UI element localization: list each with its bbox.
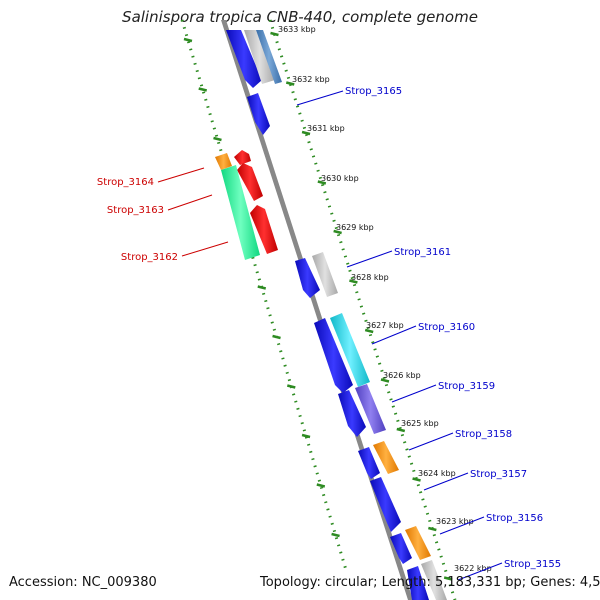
gene-arrow[interactable] — [215, 153, 232, 170]
forward-strand-genes — [226, 30, 447, 600]
gene-arrow[interactable] — [338, 390, 366, 437]
scale-tick-label: 3626 kbp — [383, 371, 421, 380]
inner-tick-rail — [180, 19, 348, 571]
scale-tick-label: 3623 kbp — [436, 517, 474, 526]
gene-arrow[interactable] — [221, 165, 260, 260]
gene-arrow[interactable] — [250, 205, 278, 254]
label-leader-line — [457, 562, 503, 581]
major-tick — [428, 526, 437, 532]
gene-arrow[interactable] — [390, 533, 412, 564]
gene-label[interactable]: Strop_3156 — [486, 513, 543, 524]
major-tick — [380, 378, 390, 383]
major-tick — [396, 427, 406, 433]
gene-label-callouts: Strop_3165 Strop_3164 Strop_3163 Strop_3162… — [97, 86, 561, 581]
scale-tick-label: 3624 kbp — [418, 469, 456, 478]
gene-arrow[interactable] — [237, 163, 263, 201]
major-tick — [272, 334, 281, 340]
map-title: Salinispora tropica CNB-440, complete ge… — [122, 8, 478, 26]
major-tick — [257, 285, 267, 290]
scale-tick-label: 3631 kbp — [307, 124, 345, 133]
major-tick — [364, 328, 374, 334]
outer-tick-rail — [268, 19, 457, 600]
scale-tick-label: 3629 kbp — [336, 223, 374, 232]
label-leader-line — [439, 516, 485, 535]
label-leader-line — [371, 325, 417, 345]
genome-summary: Topology: circular; Length: 5,183,331 bp… — [260, 575, 600, 590]
scale-tick-label: 3628 kbp — [351, 273, 389, 282]
gene-arrow[interactable] — [407, 566, 429, 600]
major-tick — [317, 180, 327, 185]
scale-tick-label: 3633 kbp — [278, 25, 316, 34]
gene-label[interactable]: Strop_3160 — [418, 322, 475, 333]
gene-arrow[interactable] — [314, 318, 353, 393]
major-tick — [331, 532, 340, 538]
major-tick — [349, 279, 358, 284]
gene-arrow[interactable] — [405, 526, 431, 560]
label-leader-line — [157, 167, 205, 183]
gene-label[interactable]: Strop_3157 — [470, 469, 527, 480]
gene-arrow[interactable] — [312, 252, 338, 297]
scale-tick-labels: 3633 kbp 3632 kbp 3631 kbp 3630 kbp 3629 kbp… — [278, 25, 492, 573]
gene-label[interactable]: Strop_3155 — [504, 559, 561, 570]
gene-label[interactable]: Strop_3164 — [97, 177, 154, 188]
label-leader-line — [296, 90, 344, 106]
scale-tick-label: 3630 kbp — [321, 174, 359, 183]
gene-arrow[interactable] — [373, 441, 399, 474]
scale-tick-label: 3622 kbp — [454, 564, 492, 573]
major-tick — [316, 483, 326, 488]
scale-tick-label: 3632 kbp — [292, 75, 330, 84]
major-tick — [183, 37, 193, 43]
gene-arrow[interactable] — [370, 477, 401, 532]
reverse-strand-genes — [215, 150, 278, 260]
accession-label: Accession: NC_009380 — [9, 575, 157, 590]
gene-arrow[interactable] — [226, 30, 262, 88]
label-leader-line — [167, 194, 213, 211]
label-leader-line — [408, 432, 454, 451]
major-tick — [301, 433, 311, 439]
gene-arrow[interactable] — [421, 560, 447, 600]
gene-label[interactable]: Strop_3162 — [121, 252, 178, 263]
major-tick — [443, 576, 453, 581]
gene-label[interactable]: Strop_3158 — [455, 429, 512, 440]
gene-arrow[interactable] — [234, 150, 251, 165]
gene-arrow[interactable] — [358, 447, 380, 479]
major-tick — [301, 130, 311, 136]
gene-label[interactable]: Strop_3163 — [107, 205, 164, 216]
gene-arrow[interactable] — [330, 313, 370, 387]
gene-label[interactable]: Strop_3165 — [345, 86, 402, 97]
major-ticks — [183, 31, 453, 581]
label-leader-line — [346, 250, 393, 268]
gene-arrow[interactable] — [355, 384, 386, 434]
label-leader-line — [181, 241, 229, 257]
gene-label[interactable]: Strop_3161 — [394, 247, 451, 258]
gene-arrow[interactable] — [247, 93, 270, 135]
major-tick — [286, 384, 296, 389]
major-tick — [270, 31, 279, 37]
major-tick — [412, 477, 421, 482]
gene-arrow[interactable] — [244, 30, 275, 84]
major-tick — [213, 136, 222, 142]
gene-label[interactable]: Strop_3159 — [438, 381, 495, 392]
scale-tick-label: 3627 kbp — [366, 321, 404, 330]
major-tick — [333, 229, 342, 235]
label-leader-line — [391, 384, 437, 403]
gene-arrow[interactable] — [295, 258, 320, 298]
label-leader-line — [423, 472, 469, 491]
major-tick — [285, 81, 295, 86]
gene-arrow[interactable] — [256, 30, 282, 84]
major-tick — [198, 87, 208, 92]
scale-tick-label: 3625 kbp — [401, 419, 439, 428]
